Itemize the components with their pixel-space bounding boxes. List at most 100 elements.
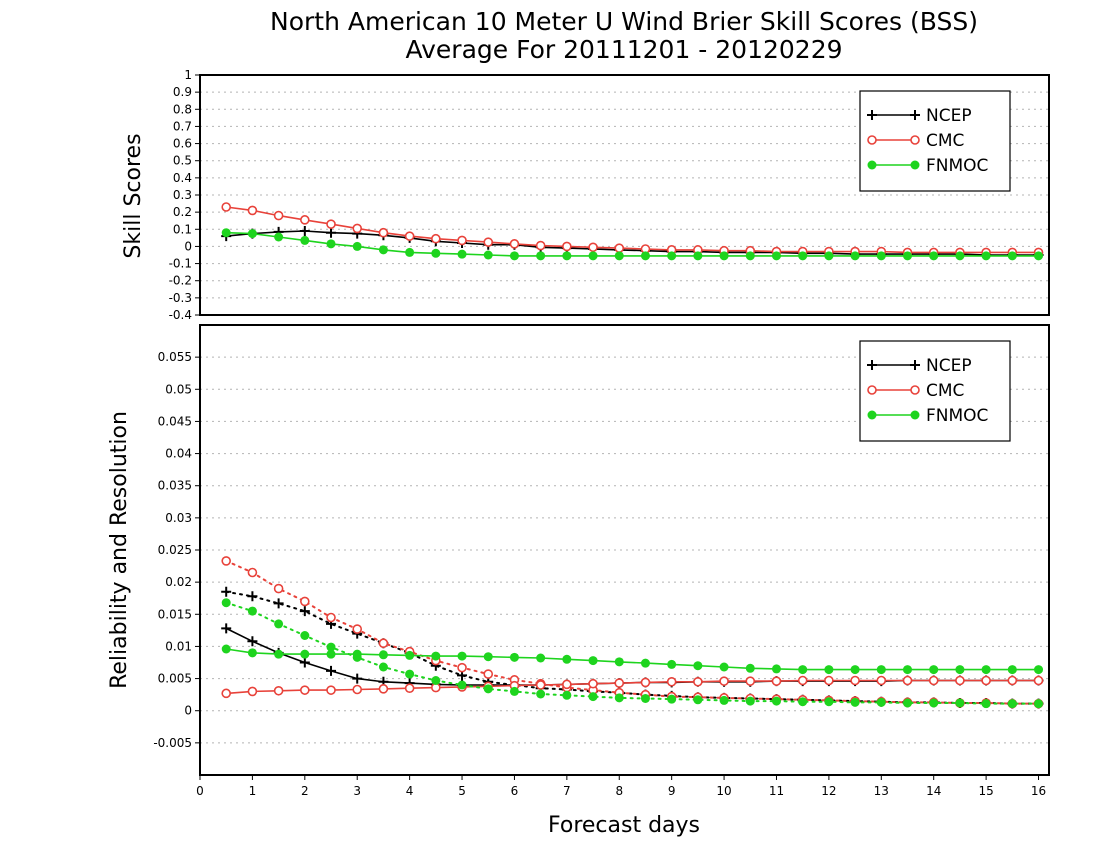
bottom-data-point-fnmoc-reliability	[614, 693, 624, 703]
top-data-point-fnmoc	[719, 251, 729, 261]
top-y-tick-label: 0.5	[173, 154, 192, 168]
bottom-legend-marker	[910, 360, 920, 370]
bottom-data-point-cmc-reliability	[273, 583, 284, 594]
bottom-data-point-cmc-resolution	[902, 675, 913, 686]
bottom-data-point-fnmoc-resolution	[221, 644, 231, 654]
bottom-data-point-cmc-resolution	[1007, 675, 1018, 686]
bottom-y-tick-label: -0.005	[153, 736, 192, 750]
top-plot-frame	[199, 74, 1050, 316]
bottom-data-point-ncep-reliability	[299, 606, 310, 617]
bottom-data-point-cmc-resolution	[1033, 675, 1044, 686]
bottom-data-point-fnmoc-resolution	[798, 665, 808, 675]
bottom-data-point-cmc-resolution	[352, 684, 363, 695]
bottom-data-point-ncep-resolution	[299, 657, 310, 668]
bottom-series-line-ncep-reliability	[225, 590, 1040, 705]
bottom-data-point-fnmoc-resolution	[300, 649, 310, 659]
bottom-legend-marker	[867, 385, 877, 395]
bottom-data-point-cmc-resolution	[300, 685, 310, 695]
bottom-data-point-fnmoc-resolution	[378, 650, 388, 660]
bottom-data-point-cmc-resolution	[562, 679, 572, 690]
bottom-data-point-cmc-resolution	[928, 675, 939, 686]
top-data-point-fnmoc	[693, 251, 703, 261]
bottom-data-point-fnmoc-resolution	[771, 664, 781, 674]
top-data-point-cmc	[352, 223, 363, 234]
bottom-data-point-fnmoc-resolution	[1034, 665, 1044, 675]
top-data-point-fnmoc	[300, 235, 310, 245]
bottom-data-point-cmc-reliability	[300, 596, 310, 607]
top-data-point-fnmoc	[876, 251, 886, 261]
top-data-point-fnmoc	[405, 247, 415, 257]
bottom-data-point-cmc-resolution	[876, 675, 887, 686]
bottom-y-tick-label: 0.01	[165, 639, 192, 653]
top-data-point-cmc	[300, 215, 310, 225]
bottom-data-point-fnmoc-resolution	[274, 649, 284, 659]
bottom-data-point-cmc-resolution	[797, 675, 808, 686]
bottom-x-tick-label: 0	[196, 784, 204, 798]
top-data-point-fnmoc	[1007, 251, 1017, 261]
bottom-data-point-cmc-resolution	[771, 676, 782, 686]
bottom-data-point-cmc-resolution	[247, 686, 258, 697]
bottom-data-point-fnmoc-reliability	[274, 619, 284, 629]
bottom-legend-marker	[867, 410, 877, 420]
bottom-data-point-fnmoc-reliability	[771, 696, 781, 706]
bottom-data-point-fnmoc-reliability	[693, 695, 703, 705]
bottom-x-tick-label: 5	[458, 784, 466, 798]
bottom-data-point-fnmoc-resolution	[483, 652, 493, 662]
bottom-data-point-ncep-reliability	[273, 598, 284, 609]
bottom-data-point-cmc-resolution	[404, 683, 415, 694]
bottom-data-point-cmc-resolution	[981, 675, 991, 686]
bottom-data-point-cmc-reliability	[457, 662, 467, 673]
bottom-data-point-cmc-resolution	[326, 685, 336, 695]
bottom-data-point-fnmoc-reliability	[824, 697, 834, 707]
bottom-data-point-fnmoc-reliability	[745, 696, 755, 706]
bottom-data-point-fnmoc-resolution	[247, 648, 257, 658]
top-legend-marker	[910, 135, 920, 145]
top-data-point-fnmoc	[614, 251, 624, 261]
bottom-y-tick-label: 0.005	[158, 672, 192, 686]
top-data-point-fnmoc	[588, 251, 598, 261]
top-data-point-cmc	[273, 210, 284, 221]
bottom-data-point-fnmoc-reliability	[221, 598, 231, 608]
top-data-point-fnmoc	[798, 251, 808, 261]
bottom-data-point-ncep-resolution	[326, 665, 337, 676]
top-y-tick-label: 0.8	[173, 102, 192, 116]
bottom-data-point-fnmoc-reliability	[955, 698, 965, 708]
top-data-point-fnmoc	[981, 251, 991, 261]
bottom-x-tick-label: 1	[249, 784, 257, 798]
top-data-point-fnmoc	[509, 251, 519, 261]
top-y-tick-label: 0	[184, 239, 192, 253]
bottom-x-tick-label: 15	[978, 784, 993, 798]
bottom-data-point-cmc-resolution	[273, 685, 284, 696]
bottom-x-tick-label: 16	[1031, 784, 1046, 798]
bottom-data-point-fnmoc-reliability	[405, 669, 415, 679]
bottom-data-point-cmc-resolution	[378, 684, 389, 694]
bottom-y-tick-label: 0.03	[165, 511, 192, 525]
bottom-data-point-ncep-resolution	[247, 636, 258, 647]
bottom-y-tick-label: 0.035	[158, 479, 192, 493]
bottom-data-point-fnmoc-resolution	[693, 661, 703, 671]
top-y-tick-label: -0.3	[169, 291, 192, 305]
bottom-data-point-fnmoc-resolution	[745, 663, 755, 673]
bottom-data-point-fnmoc-reliability	[378, 662, 388, 672]
bottom-data-point-cmc-reliability	[221, 556, 232, 566]
bottom-series-line-fnmoc-reliability	[225, 601, 1040, 705]
bottom-data-point-fnmoc-resolution	[719, 662, 729, 672]
top-data-point-cmc	[378, 227, 389, 238]
top-data-point-fnmoc	[221, 228, 231, 238]
bottom-legend-marker	[910, 410, 920, 420]
top-data-point-fnmoc	[326, 239, 336, 249]
bottom-data-point-cmc-resolution	[745, 676, 756, 686]
bottom-legend-label: FNMOC	[926, 406, 988, 426]
top-data-point-cmc	[326, 219, 336, 229]
bottom-series-line-cmc-resolution	[226, 679, 1039, 695]
bottom-data-point-cmc-resolution	[221, 688, 232, 699]
top-data-point-fnmoc	[378, 245, 388, 255]
bottom-y-tick-label: 0.05	[165, 382, 192, 396]
bottom-data-point-cmc-reliability	[247, 567, 258, 578]
bottom-x-tick-label: 3	[353, 784, 361, 798]
top-legend-label: FNMOC	[926, 156, 988, 176]
bottom-data-point-fnmoc-resolution	[431, 651, 441, 661]
bottom-data-point-fnmoc-reliability	[326, 642, 336, 652]
top-y-tick-label: 0.7	[173, 119, 192, 133]
top-legend-label: CMC	[926, 131, 964, 151]
